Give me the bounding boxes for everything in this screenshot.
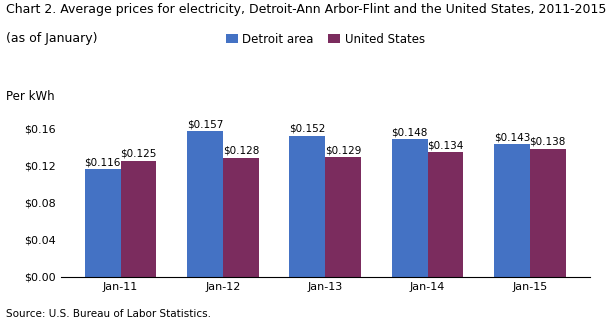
Bar	[392, 139, 427, 277]
Bar	[530, 148, 565, 277]
Legend: Detroit area, United States: Detroit area, United States	[221, 28, 429, 51]
Text: $0.125: $0.125	[120, 149, 157, 159]
Text: $0.143: $0.143	[494, 132, 530, 142]
Text: $0.152: $0.152	[289, 124, 325, 134]
Bar	[494, 144, 530, 277]
Text: $0.128: $0.128	[223, 146, 259, 156]
Bar	[289, 136, 325, 277]
Text: $0.138: $0.138	[530, 137, 566, 147]
Text: $0.157: $0.157	[187, 119, 223, 129]
Bar	[223, 158, 259, 277]
Bar	[120, 161, 156, 277]
Bar	[427, 152, 463, 277]
Text: Chart 2. Average prices for electricity, Detroit-Ann Arbor-Flint and the United : Chart 2. Average prices for electricity,…	[6, 3, 606, 16]
Bar	[325, 157, 361, 277]
Text: Source: U.S. Bureau of Labor Statistics.: Source: U.S. Bureau of Labor Statistics.	[6, 309, 211, 319]
Text: (as of January): (as of January)	[6, 32, 97, 45]
Text: $0.129: $0.129	[325, 145, 361, 155]
Text: $0.148: $0.148	[392, 128, 428, 137]
Bar	[187, 131, 223, 277]
Text: $0.116: $0.116	[85, 157, 121, 167]
Text: $0.134: $0.134	[427, 140, 464, 150]
Text: Per kWh: Per kWh	[6, 90, 55, 103]
Bar	[85, 169, 120, 277]
